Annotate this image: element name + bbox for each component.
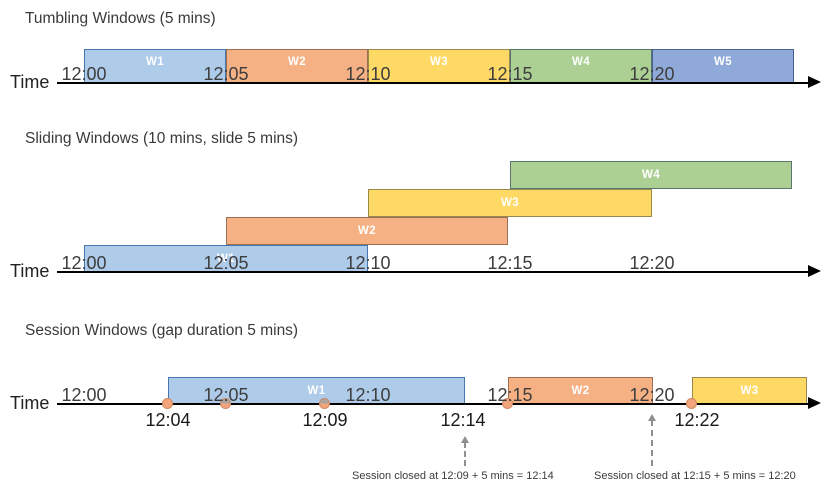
callout-arrow-line [651, 420, 653, 466]
event-dot [502, 398, 513, 409]
callout-arrow-tip-icon [648, 414, 656, 421]
window-w3: W3 [368, 189, 652, 217]
callout-text: Session closed at 12:15 + 5 mins = 12:20 [594, 470, 796, 482]
window-label: W2 [287, 56, 307, 68]
callout-arrow-tip-icon [461, 436, 469, 443]
axis-tick-label: 12:20 [629, 385, 675, 405]
axis-tick-label: 12:10 [345, 64, 391, 84]
axis-tick-label: 12:00 [61, 64, 107, 84]
time-axis-line [57, 82, 812, 84]
time-axis-label: Time [10, 72, 50, 92]
window-label: W4 [571, 56, 591, 68]
section-title: Session Windows (gap duration 5 mins) [25, 322, 299, 339]
section-title: Tumbling Windows (5 mins) [25, 10, 216, 27]
event-dot [220, 398, 231, 409]
window-w5: W5 [652, 49, 794, 83]
callout-arrow-line [464, 442, 466, 466]
axis-tick-label: 12:05 [203, 64, 249, 84]
axis-arrowhead-icon [808, 265, 821, 277]
callout-text: Session closed at 12:09 + 5 mins = 12:14 [352, 470, 554, 482]
axis-tick-label: 12:05 [203, 253, 249, 273]
window-w4: W4 [510, 49, 652, 83]
event-dot [319, 398, 330, 409]
window-label: W1 [145, 56, 165, 68]
window-label: W3 [429, 56, 449, 68]
axis-tick-label: 12:15 [487, 64, 533, 84]
window-w2: W2 [226, 217, 508, 245]
window-label: W1 [307, 385, 326, 397]
axis-tick-label: 12:15 [487, 253, 533, 273]
event-dot [686, 398, 697, 409]
event-time-label: 12:22 [674, 410, 720, 430]
window-label: W1 [216, 253, 236, 265]
window-w3: W3 [692, 377, 807, 405]
window-w1: W1 [84, 49, 226, 83]
time-axis-label: Time [10, 393, 50, 413]
axis-arrowhead-icon [808, 397, 821, 409]
axis-tick-label: 12:00 [61, 385, 107, 405]
window-w2: W2 [508, 377, 653, 405]
window-label: W2 [357, 225, 377, 237]
time-axis-line [57, 271, 812, 273]
event-time-label: 12:04 [145, 410, 191, 430]
section-title: Sliding Windows (10 mins, slide 5 mins) [25, 130, 299, 147]
axis-tick-label: 12:10 [345, 253, 391, 273]
window-label: W3 [500, 197, 520, 209]
window-label: W4 [641, 169, 661, 181]
window-w4: W4 [510, 161, 792, 189]
axis-arrowhead-icon [808, 76, 821, 88]
axis-tick-label: 12:00 [61, 253, 107, 273]
event-time-label: 12:14 [440, 410, 486, 430]
time-axis-label: Time [10, 261, 50, 281]
axis-tick-label: 12:10 [345, 385, 391, 405]
axis-tick-label: 12:20 [629, 253, 675, 273]
event-dot [162, 398, 173, 409]
window-w1: W1 [84, 245, 368, 273]
window-label: W2 [571, 385, 590, 397]
time-axis-line [57, 403, 812, 405]
window-w2: W2 [226, 49, 368, 83]
axis-tick-label: 12:05 [203, 385, 249, 405]
event-time-label: 12:09 [302, 410, 348, 430]
axis-tick-label: 12:15 [487, 385, 533, 405]
window-label: W3 [740, 385, 759, 397]
axis-tick-label: 12:20 [629, 64, 675, 84]
window-label: W5 [713, 56, 733, 68]
